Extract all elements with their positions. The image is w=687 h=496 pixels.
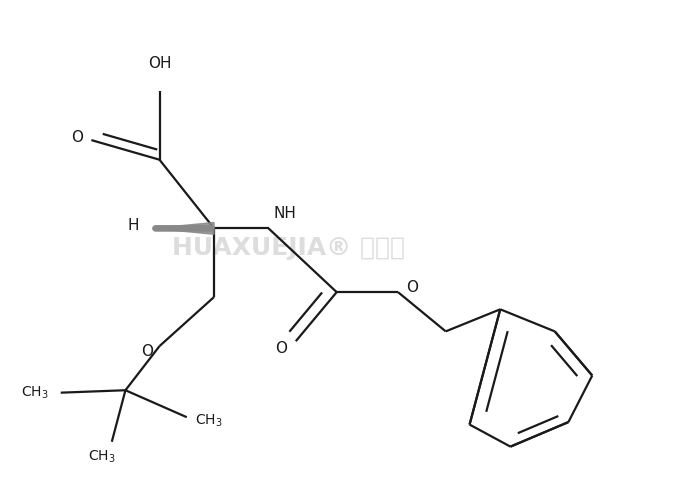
Text: HUAXUEJIA® 化学加: HUAXUEJIA® 化学加 [172,236,405,260]
Text: CH$_3$: CH$_3$ [88,449,115,465]
Text: CH$_3$: CH$_3$ [195,413,223,429]
Text: O: O [275,341,288,356]
Text: OH: OH [148,57,171,71]
Text: CH$_3$: CH$_3$ [21,384,49,401]
Text: O: O [141,345,153,360]
Text: O: O [71,130,83,145]
Text: H: H [128,218,139,234]
Text: NH: NH [274,206,297,221]
Polygon shape [153,223,214,234]
Text: O: O [406,280,418,295]
